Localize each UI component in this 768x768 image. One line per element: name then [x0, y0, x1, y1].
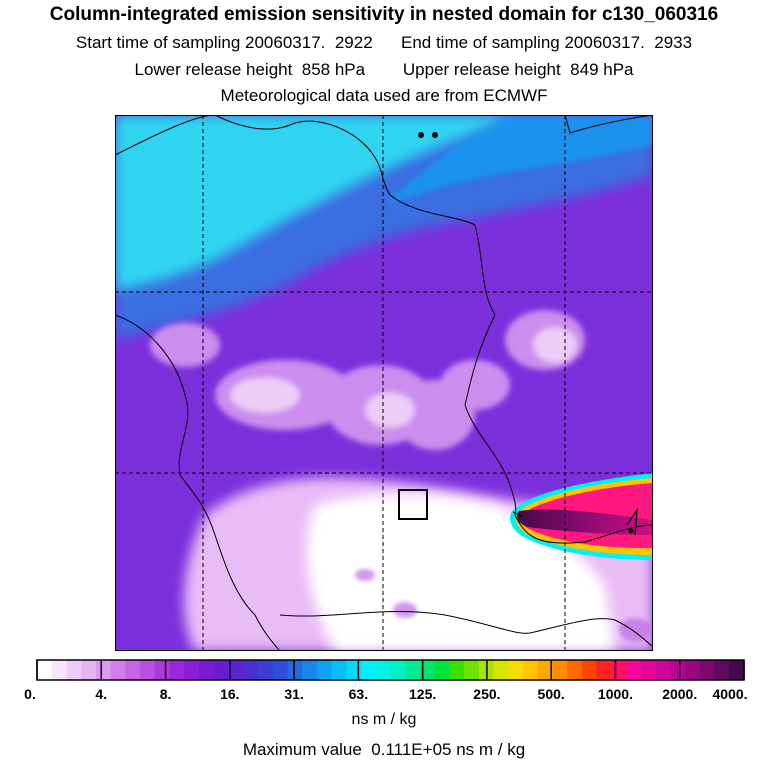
colorbar-segment [213, 660, 229, 680]
colorbar-segment [449, 660, 465, 680]
sampling-time-line: Start time of sampling 20060317. 2922 En… [75, 33, 693, 52]
receptor-box [398, 489, 428, 520]
colorbar-segment [272, 660, 288, 680]
colorbar-tick-label: 63. [348, 686, 369, 702]
colorbar-segment [626, 660, 642, 680]
colorbar-segment [316, 660, 333, 680]
colorbar-tick-label: 500. [537, 686, 565, 702]
colorbar-segment [110, 660, 126, 680]
colorbar-segment [567, 660, 583, 680]
colorbar-tick-label: 125. [409, 686, 437, 702]
colorbar-segment [670, 660, 686, 680]
colorbar-tick-label: 4000. [712, 686, 748, 702]
colorbar-segment [537, 660, 554, 680]
release-height-line: Lower release height 858 hPa Upper relea… [134, 60, 634, 79]
colorbar-segment [581, 660, 598, 680]
colorbar-segment [169, 660, 185, 680]
site-marker [628, 528, 634, 534]
colorbar-segment [140, 660, 156, 680]
colorbar-segment [199, 660, 215, 680]
colorbar-segment [37, 660, 53, 680]
colorbar-segment [434, 660, 450, 680]
colorbar-segment [375, 660, 391, 680]
plume [509, 473, 653, 560]
colorbar-tick-label: 0. [24, 686, 36, 702]
colorbar-tick-label: 4. [95, 686, 108, 702]
colorbar-segment [405, 660, 421, 680]
plume-core [517, 509, 653, 535]
colorbar-segment [655, 660, 671, 680]
graticule [115, 115, 653, 651]
max-value-label: Maximum value 0.111E+05 ns m / kg [242, 740, 526, 759]
colorbar-tick-label: 8. [159, 686, 172, 702]
colorbar-tick-label: 31. [284, 686, 304, 702]
site-marker [418, 132, 424, 138]
colorbar-segment [493, 660, 509, 680]
colorbar-tick-label: 16. [220, 686, 240, 702]
flight-track [512, 507, 638, 536]
colorbar-segment [714, 660, 730, 680]
colorbar-segment [51, 660, 67, 680]
colorbar-segment [685, 660, 701, 680]
colorbar-segment [361, 660, 377, 680]
colorbar-segment [596, 660, 612, 680]
colorbar-segment [302, 660, 318, 680]
colorbar-segment [81, 660, 97, 680]
colorbar-segment [523, 660, 539, 680]
map-title: Column-integrated emission sensitivity i… [49, 4, 719, 25]
colorbar-segment [66, 660, 82, 680]
colorbar-segment [552, 660, 568, 680]
colorbar-segment [699, 660, 716, 680]
colorbar-segment [95, 660, 112, 680]
colorbar-segment [257, 660, 274, 680]
ocean-cyan-band [115, 115, 515, 290]
colorbar-segment [154, 660, 171, 680]
colorbar-segment [419, 660, 436, 680]
colorbar-tick-label: 250. [473, 686, 501, 702]
colorbar-segment [287, 660, 303, 680]
colorbar-segment [331, 660, 347, 680]
colorbar-segment [184, 660, 200, 680]
colorbar-segment [346, 660, 362, 680]
colorbar-segment [243, 660, 259, 680]
colorbar-tick-label: 2000. [662, 686, 698, 702]
colorbar-units: ns m / kg [351, 711, 417, 728]
colorbar-segment [508, 660, 524, 680]
met-data-line: Meteorological data used are from ECMWF [220, 86, 548, 105]
colorbar-segment [390, 660, 406, 680]
colorbar-segment [611, 660, 627, 680]
colorbar-segment [228, 660, 244, 680]
colorbar-segment [478, 660, 495, 680]
site-marker [432, 132, 438, 138]
colorbar-segment [464, 660, 480, 680]
colorbar-tick-label: 1000. [597, 686, 633, 702]
colorbar-border [36, 659, 745, 681]
colorbar-segment [640, 660, 657, 680]
coastlines [115, 115, 653, 651]
colorbar-segment [729, 660, 745, 680]
emission-sensitivity-map [115, 115, 653, 651]
colorbar-segment [125, 660, 141, 680]
